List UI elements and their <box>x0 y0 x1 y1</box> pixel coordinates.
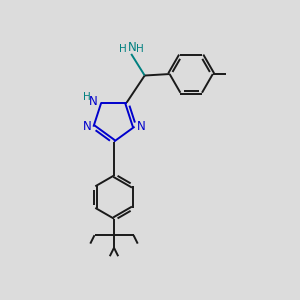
Text: H: H <box>136 44 144 54</box>
Text: H: H <box>119 44 127 54</box>
Text: N: N <box>128 41 136 54</box>
Text: N: N <box>88 94 97 107</box>
Text: N: N <box>82 120 91 133</box>
Text: N: N <box>137 120 146 133</box>
Text: H: H <box>83 92 91 102</box>
